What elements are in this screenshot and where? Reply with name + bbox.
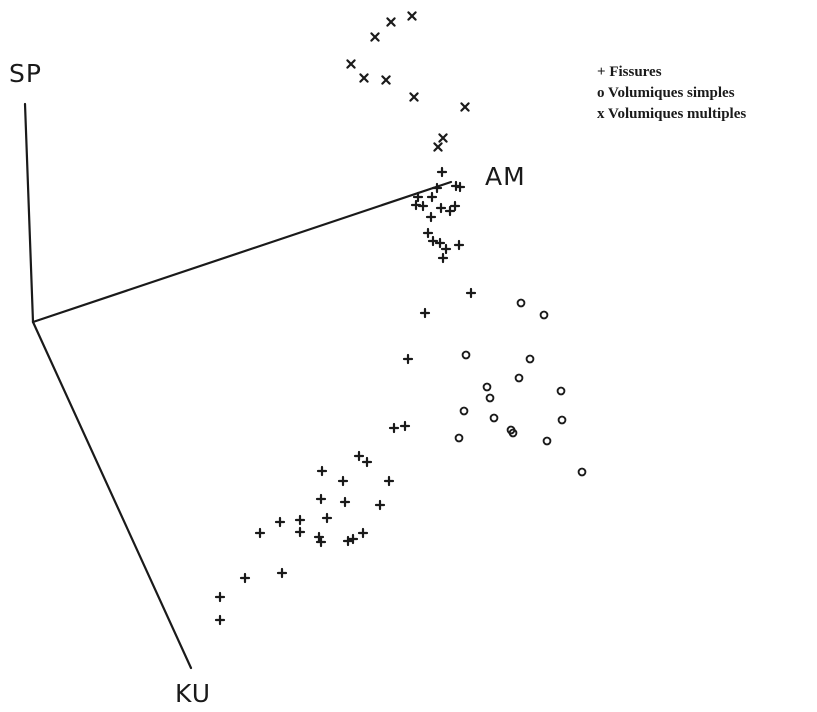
point-cross	[386, 17, 396, 27]
point-circle	[557, 415, 567, 425]
point-plus	[353, 450, 365, 462]
point-plus	[342, 535, 354, 547]
legend-symbol: +	[597, 64, 606, 80]
point-circle	[525, 354, 535, 364]
axis-label-am: AM	[485, 162, 526, 191]
point-circle	[489, 413, 499, 423]
legend-item-volumiques-simples: o Volumiques simples	[597, 83, 746, 104]
point-plus	[214, 614, 226, 626]
point-cross	[346, 59, 356, 69]
point-cross	[370, 32, 380, 42]
point-plus	[321, 512, 333, 524]
axis-label-ku: KU	[175, 679, 211, 708]
point-plus	[315, 493, 327, 505]
point-cross	[460, 102, 470, 112]
point-circle	[461, 350, 471, 360]
series-volumiques-simples	[454, 298, 587, 477]
point-plus	[214, 591, 226, 603]
point-plus	[402, 353, 414, 365]
point-circle	[485, 393, 495, 403]
point-plus	[431, 182, 443, 194]
point-circle	[482, 382, 492, 392]
point-circle	[514, 373, 524, 383]
axis-ku-line	[31, 320, 193, 670]
point-plus	[388, 422, 400, 434]
point-plus	[361, 456, 373, 468]
point-plus	[427, 235, 439, 247]
point-plus	[437, 252, 449, 264]
series-fissures	[214, 166, 477, 626]
point-plus	[274, 516, 286, 528]
point-cross	[381, 75, 391, 85]
point-circle	[556, 386, 566, 396]
point-plus	[294, 526, 306, 538]
point-plus	[294, 514, 306, 526]
point-cross	[433, 142, 443, 152]
point-plus	[357, 527, 369, 539]
point-plus	[435, 202, 447, 214]
point-plus	[254, 527, 266, 539]
point-plus	[347, 533, 359, 545]
point-plus	[417, 200, 429, 212]
point-plus	[374, 499, 386, 511]
point-plus	[313, 531, 325, 543]
point-plus	[426, 191, 438, 203]
legend-item-volumiques-multiples: x Volumiques multiples	[597, 104, 746, 125]
point-plus	[337, 475, 349, 487]
legend-symbol: o	[597, 85, 605, 101]
axis-labels: SP AM KU	[9, 59, 526, 708]
axis-sp-line	[23, 102, 35, 324]
point-plus	[449, 200, 461, 212]
legend-label: Volumiques multiples	[607, 106, 747, 122]
point-circle	[577, 467, 587, 477]
point-plus	[434, 237, 446, 249]
point-plus	[316, 465, 328, 477]
point-plus	[383, 475, 395, 487]
point-cross	[438, 133, 448, 143]
legend-item-fissures: + Fissures	[597, 62, 746, 83]
point-cross	[407, 11, 417, 21]
point-cross	[409, 92, 419, 102]
point-plus	[440, 243, 452, 255]
point-plus	[422, 227, 434, 239]
point-plus	[419, 307, 431, 319]
point-circle	[508, 428, 518, 438]
axis-am-line	[31, 180, 453, 324]
point-plus	[412, 191, 424, 203]
point-circle	[516, 298, 526, 308]
point-plus	[436, 166, 448, 178]
legend-label: Fissures	[609, 64, 662, 80]
axes	[23, 102, 453, 670]
legend-symbol: x	[597, 106, 605, 122]
series-volumiques-multiples	[346, 11, 470, 152]
point-plus	[425, 211, 437, 223]
data-points	[214, 11, 587, 626]
point-circle	[459, 406, 469, 416]
point-plus	[453, 239, 465, 251]
legend-label: Volumiques simples	[607, 85, 735, 101]
axis-label-sp: SP	[9, 59, 42, 88]
point-plus	[315, 536, 327, 548]
point-circle	[542, 436, 552, 446]
point-plus	[339, 496, 351, 508]
point-plus	[239, 572, 251, 584]
point-plus	[454, 181, 466, 193]
legend: + Fissures o Volumiques simples x Volumi…	[597, 62, 746, 125]
point-circle	[454, 433, 464, 443]
point-plus	[465, 287, 477, 299]
point-plus	[399, 420, 411, 432]
point-cross	[359, 73, 369, 83]
point-plus	[444, 205, 456, 217]
point-circle	[539, 310, 549, 320]
point-plus	[276, 567, 288, 579]
